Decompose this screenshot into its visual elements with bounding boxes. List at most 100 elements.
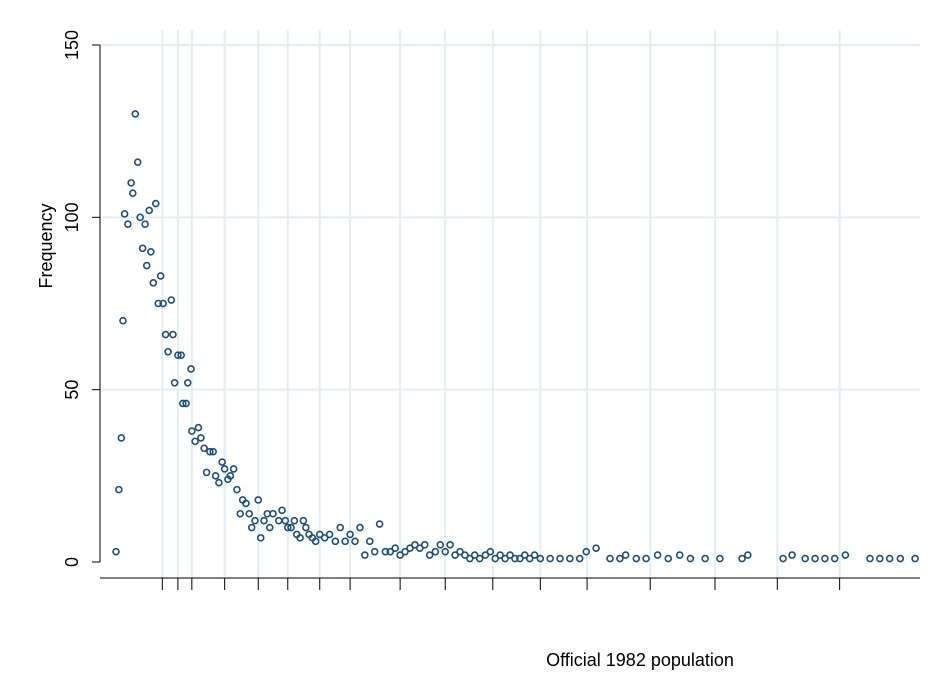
- point: [486, 547, 495, 556]
- point: [290, 516, 299, 525]
- point: [876, 554, 884, 563]
- point: [215, 478, 223, 487]
- x-axis-label: Official 1982 population: [546, 650, 734, 670]
- point: [391, 544, 400, 553]
- point: [830, 554, 839, 563]
- point: [470, 551, 479, 559]
- point: [346, 530, 354, 539]
- point: [278, 506, 286, 515]
- point: [174, 351, 182, 360]
- y-axis-label: Frequency: [36, 203, 56, 288]
- point: [716, 554, 724, 563]
- point: [841, 551, 850, 559]
- point: [245, 509, 254, 518]
- point: [779, 554, 787, 563]
- point: [265, 523, 274, 532]
- point: [311, 537, 320, 546]
- point: [141, 220, 149, 229]
- point: [506, 551, 514, 559]
- point: [296, 534, 304, 542]
- point: [179, 399, 187, 408]
- point: [191, 437, 199, 446]
- point: [220, 465, 229, 473]
- point: [183, 378, 192, 387]
- point: [642, 554, 650, 563]
- point: [575, 554, 584, 563]
- point: [415, 544, 424, 553]
- point: [200, 444, 208, 453]
- point: [154, 299, 163, 308]
- point: [511, 554, 519, 563]
- point: [131, 110, 140, 118]
- point: [341, 537, 349, 546]
- point: [115, 485, 123, 494]
- point: [536, 554, 545, 563]
- point: [496, 551, 504, 559]
- point: [896, 554, 905, 563]
- point: [664, 554, 673, 563]
- point: [136, 213, 144, 222]
- point: [375, 520, 384, 528]
- point: [616, 554, 624, 563]
- point: [420, 540, 429, 549]
- point: [283, 523, 292, 532]
- point: [315, 530, 324, 539]
- point: [361, 551, 369, 559]
- point: [582, 547, 591, 556]
- point: [127, 179, 135, 187]
- point: [229, 465, 238, 473]
- point: [269, 509, 277, 518]
- point: [242, 499, 250, 508]
- point: [133, 158, 142, 166]
- point: [254, 496, 263, 504]
- point: [411, 540, 419, 549]
- point: [170, 378, 179, 387]
- point: [461, 551, 469, 559]
- point: [675, 551, 684, 559]
- point: [142, 261, 151, 270]
- point: [466, 554, 474, 563]
- point: [811, 554, 819, 563]
- point: [302, 523, 310, 532]
- point: [530, 551, 539, 559]
- point: [446, 540, 454, 549]
- point: [194, 423, 203, 432]
- point: [788, 551, 796, 559]
- point: [475, 554, 484, 563]
- point: [556, 554, 564, 563]
- point: [197, 434, 205, 442]
- point: [501, 554, 509, 563]
- point: [401, 547, 409, 556]
- y-tick-label: 0: [62, 557, 82, 567]
- point: [226, 472, 235, 480]
- point: [188, 427, 196, 435]
- point: [743, 551, 752, 559]
- point: [911, 554, 919, 563]
- point: [159, 299, 167, 308]
- point: [251, 516, 259, 525]
- point: [425, 551, 434, 559]
- point: [145, 206, 153, 215]
- point: [119, 316, 127, 325]
- point: [396, 551, 404, 559]
- point: [351, 537, 359, 546]
- point: [381, 547, 390, 556]
- point: [866, 554, 874, 563]
- point: [451, 551, 459, 559]
- point: [520, 551, 529, 559]
- point: [821, 554, 829, 563]
- point: [112, 547, 120, 556]
- point: [686, 554, 695, 563]
- point: [441, 547, 450, 556]
- point: [406, 544, 414, 553]
- point: [124, 220, 132, 229]
- point: [566, 554, 574, 563]
- y-tick-label: 50: [62, 380, 82, 400]
- point: [546, 554, 554, 563]
- point: [456, 547, 464, 556]
- point: [436, 540, 445, 549]
- point: [386, 547, 395, 556]
- y-tick-label: 100: [62, 202, 82, 232]
- point: [156, 272, 165, 280]
- point: [356, 523, 364, 532]
